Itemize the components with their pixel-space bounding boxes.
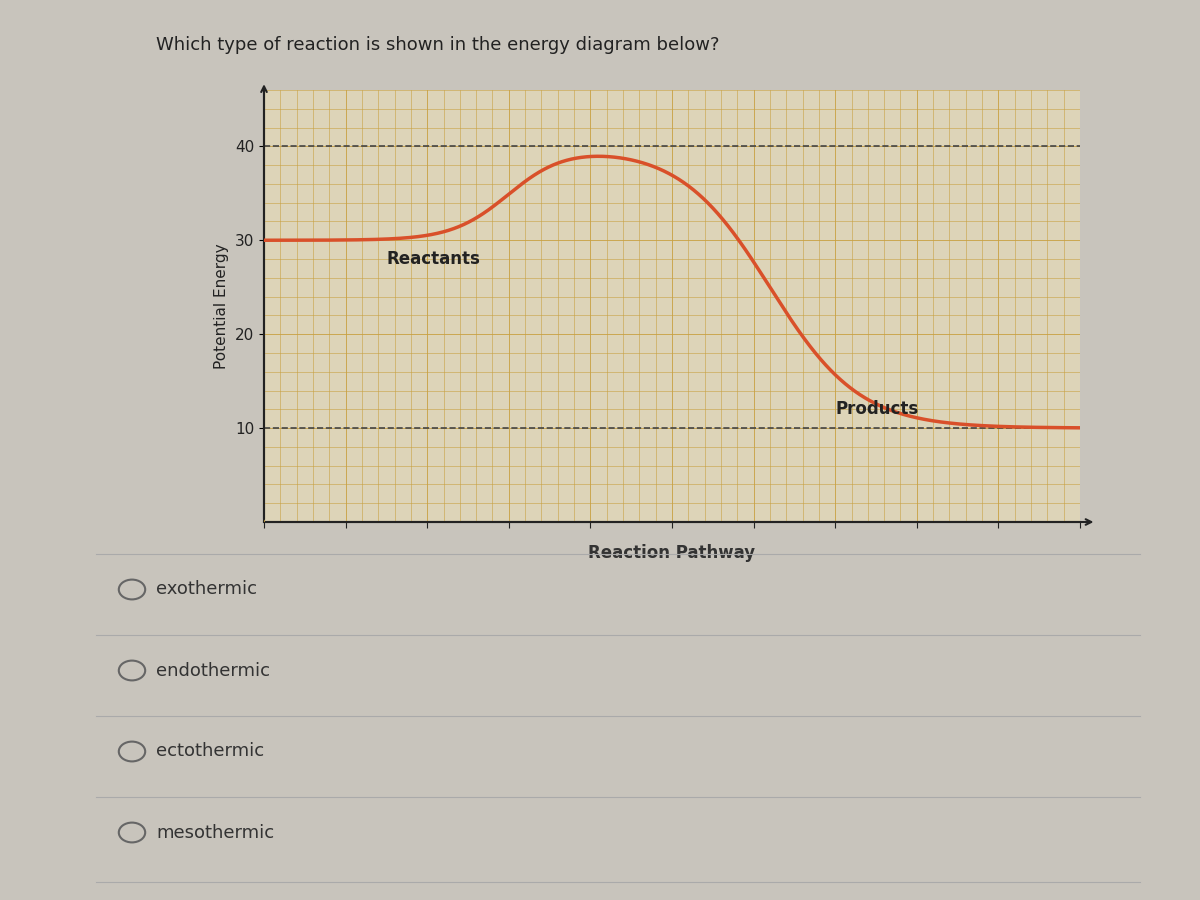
Text: mesothermic: mesothermic <box>156 824 274 842</box>
Text: Reactants: Reactants <box>386 249 480 267</box>
Text: Products: Products <box>835 400 918 418</box>
X-axis label: Reaction Pathway: Reaction Pathway <box>588 544 756 562</box>
Y-axis label: Potential Energy: Potential Energy <box>215 243 229 369</box>
Text: ectothermic: ectothermic <box>156 742 264 760</box>
Text: Which type of reaction is shown in the energy diagram below?: Which type of reaction is shown in the e… <box>156 36 720 54</box>
Text: exothermic: exothermic <box>156 580 257 598</box>
Text: endothermic: endothermic <box>156 662 270 680</box>
